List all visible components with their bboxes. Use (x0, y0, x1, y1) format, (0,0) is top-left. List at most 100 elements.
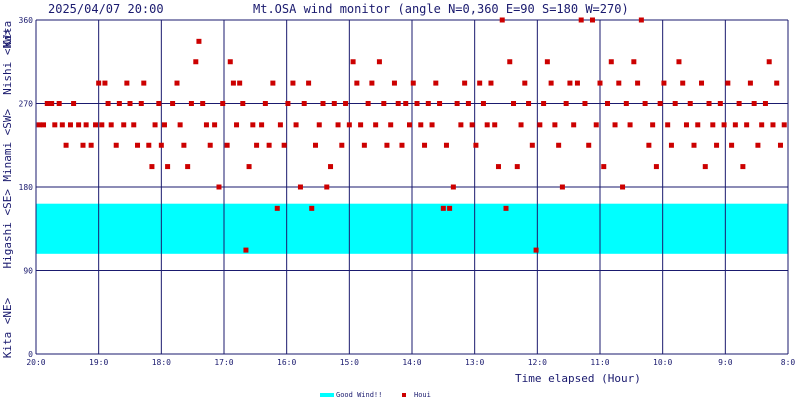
wind-point-0-21 (116, 101, 122, 106)
legend: Good Wind!! Houi (320, 391, 431, 399)
wind-point-0-122 (492, 122, 498, 128)
wind-point-0-85 (354, 80, 360, 86)
wind-point-0-141 (563, 101, 569, 106)
wind-point-0-151 (601, 164, 607, 170)
wind-point-0-139 (556, 142, 562, 148)
wind-point-0-23 (124, 80, 130, 86)
wind-point-0-118 (477, 80, 483, 86)
wind-point-0-134 (537, 122, 543, 128)
wind-point-0-112 (454, 101, 460, 106)
wind-point-0-69 (293, 122, 299, 128)
wind-point-0-95 (391, 80, 397, 86)
wind-point-0-0 (36, 122, 42, 128)
y-tick-label-2: 180 (19, 183, 34, 192)
wind-point-0-27 (138, 101, 144, 106)
wind-point-0-19 (108, 122, 114, 128)
wind-point-0-113 (458, 122, 464, 128)
wind-point-0-94 (388, 122, 394, 128)
wind-point-0-154 (612, 122, 618, 128)
wind-point-0-166 (657, 101, 663, 106)
wind-point-0-110 (447, 205, 453, 211)
x-tick-label-5: 15:0 (340, 358, 359, 367)
wind-point-0-165 (653, 164, 659, 170)
wind-point-0-78 (328, 164, 334, 170)
wind-point-0-132 (529, 142, 535, 148)
wind-point-0-109 (443, 142, 449, 148)
x-axis-label: Time elapsed (Hour) (515, 372, 641, 385)
wind-point-0-180 (710, 122, 716, 128)
wind-point-0-197 (774, 80, 780, 86)
wind-point-0-45 (203, 122, 209, 128)
wind-point-0-54 (237, 80, 243, 86)
wind-point-0-40 (185, 164, 191, 170)
wind-point-0-50 (224, 142, 230, 148)
legend-label-good-wind: Good Wind!! (336, 391, 382, 399)
grid-layer (35, 19, 789, 355)
wind-point-0-106 (433, 80, 439, 86)
wind-point-0-163 (646, 142, 652, 148)
y-direction-label-5: Kita (1, 21, 14, 48)
wind-point-0-42 (193, 59, 199, 65)
wind-point-0-125 (503, 205, 509, 211)
wind-point-0-195 (766, 59, 772, 65)
wind-point-0-176 (695, 122, 701, 128)
wind-point-0-1 (41, 122, 47, 128)
wind-point-0-10 (76, 122, 82, 128)
wind-point-0-47 (212, 122, 218, 128)
x-tick-label-12: 8:0 (781, 358, 796, 367)
wind-point-0-48 (216, 184, 222, 190)
wind-point-0-164 (650, 122, 656, 128)
wind-point-0-22 (121, 122, 127, 128)
wind-point-0-55 (240, 101, 246, 106)
wind-point-0-12 (83, 122, 89, 128)
wind-point-0-123 (495, 164, 501, 170)
wind-point-0-193 (759, 122, 765, 128)
wind-point-0-93 (384, 142, 390, 148)
wind-point-0-170 (672, 101, 678, 106)
wind-point-0-126 (507, 59, 513, 65)
wind-point-0-62 (266, 142, 272, 148)
wind-point-0-67 (285, 101, 291, 106)
y-tick-label-4: 360 (19, 16, 34, 25)
wind-point-0-51 (227, 59, 233, 65)
wind-point-0-32 (156, 101, 162, 106)
wind-point-0-127 (511, 101, 517, 106)
wind-point-0-119 (480, 101, 486, 106)
wind-point-0-63 (270, 80, 276, 86)
x-tick-label-1: 19:0 (89, 358, 108, 367)
wind-point-0-131 (526, 101, 532, 106)
x-tick-label-3: 17:0 (214, 358, 233, 367)
wind-point-0-169 (668, 142, 674, 148)
wind-point-0-160 (635, 80, 641, 86)
y-direction-label-1: <NE> (1, 297, 14, 324)
wind-point-0-34 (161, 122, 167, 128)
wind-point-0-57 (246, 164, 252, 170)
wind-point-0-15 (96, 80, 102, 86)
wind-point-0-92 (381, 101, 387, 106)
wind-point-0-61 (262, 101, 268, 106)
wind-point-0-56 (243, 247, 249, 253)
x-tick-label-4: 16:0 (277, 358, 296, 367)
wind-point-0-175 (691, 142, 697, 148)
wind-point-0-135 (541, 101, 547, 106)
wind-point-0-103 (422, 142, 428, 148)
wind-point-0-161 (638, 17, 644, 23)
wind-point-0-138 (552, 122, 558, 128)
wind-point-0-140 (559, 184, 565, 190)
wind-point-0-137 (548, 80, 554, 86)
wind-point-0-130 (522, 80, 528, 86)
wind-point-0-145 (578, 17, 584, 23)
wind-point-0-49 (220, 101, 226, 106)
wind-point-0-178 (702, 164, 708, 170)
wind-point-0-86 (358, 122, 364, 128)
wind-point-0-152 (605, 101, 611, 106)
x-tick-label-6: 14:0 (402, 358, 421, 367)
wind-point-0-115 (465, 101, 471, 106)
wind-point-0-144 (574, 80, 580, 86)
wind-point-0-89 (369, 80, 375, 86)
y-direction-label-0: Kita (1, 332, 14, 359)
wind-point-0-150 (597, 80, 603, 86)
wind-point-0-20 (113, 142, 119, 148)
